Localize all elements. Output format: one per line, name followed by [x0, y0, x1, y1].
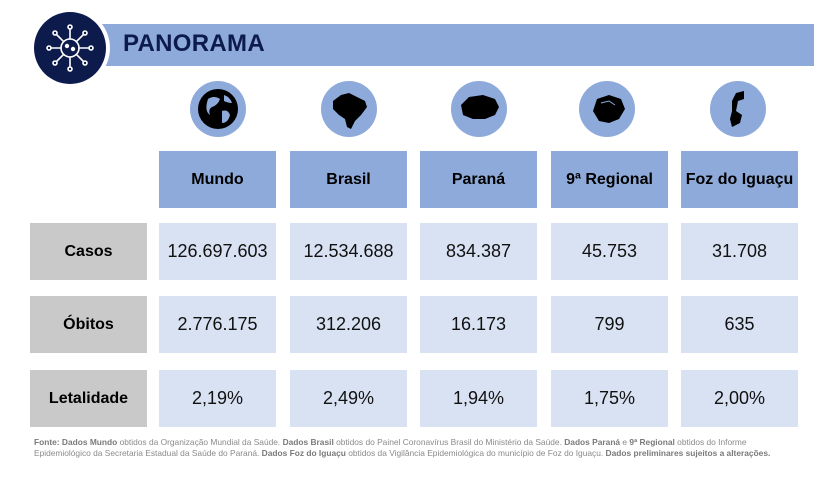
column-header-mundo: Mundo	[159, 151, 276, 208]
column-header-brasil: Brasil	[290, 151, 407, 208]
table-cell: 16.173	[420, 296, 537, 353]
table-cell: 126.697.603	[159, 223, 276, 280]
table-cell: 1,94%	[420, 370, 537, 427]
brazil-map-icon	[321, 81, 377, 137]
table-cell: 2,49%	[290, 370, 407, 427]
foz-map-icon	[710, 81, 766, 137]
table-cell: 799	[551, 296, 668, 353]
column-header-9-regional: 9ª Regional	[551, 151, 668, 208]
table-cell: 1,75%	[551, 370, 668, 427]
row-label-letalidade: Letalidade	[30, 370, 147, 427]
parana-map-icon	[451, 81, 507, 137]
table-cell: 635	[681, 296, 798, 353]
regional-map-icon	[579, 81, 635, 137]
logo	[30, 8, 110, 88]
virus-icon	[34, 12, 106, 84]
source-note: Fonte: Dados Mundo obtidos da Organizaçã…	[34, 437, 771, 458]
globe-icon	[190, 81, 246, 137]
column-header-foz-do-iguacu: Foz do Iguaçu	[681, 151, 798, 208]
table-cell: 12.534.688	[290, 223, 407, 280]
row-label-obitos: Óbitos	[30, 296, 147, 353]
table-cell: 312.206	[290, 296, 407, 353]
row-label-casos: Casos	[30, 223, 147, 280]
table-cell: 31.708	[681, 223, 798, 280]
table-cell: 2.776.175	[159, 296, 276, 353]
title-banner	[50, 24, 814, 66]
table-cell: 2,00%	[681, 370, 798, 427]
page-title: PANORAMA	[123, 30, 265, 57]
table-cell: 45.753	[551, 223, 668, 280]
table-cell: 834.387	[420, 223, 537, 280]
table-cell: 2,19%	[159, 370, 276, 427]
column-header-parana: Paraná	[420, 151, 537, 208]
